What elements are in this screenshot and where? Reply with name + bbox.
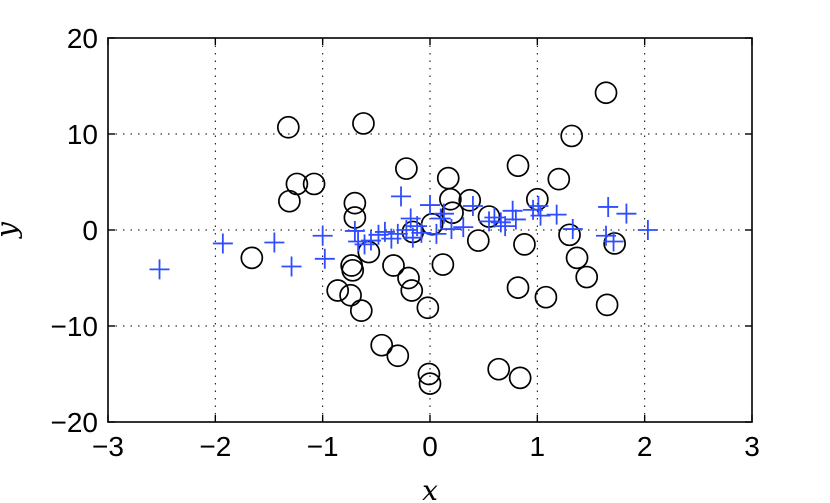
plus-marker [462,196,483,216]
plus-marker [212,233,233,254]
circle-marker [397,266,420,290]
circle-marker [341,258,365,282]
x-tick-label: −1 [307,431,339,462]
y-axis-label: y [0,221,23,240]
plus-marker [505,209,526,230]
circle-marker [594,81,618,105]
plus-marker [479,211,500,232]
x-axis-label: x [422,474,438,503]
circle-marker [487,357,511,381]
circle-marker [240,246,264,270]
circle-marker [418,372,442,395]
circle-marker [343,191,367,215]
x-tick-label: −3 [92,431,124,462]
plus-marker [402,227,423,248]
circle-marker [547,167,571,191]
data-markers [149,81,658,395]
x-tick-label: −2 [199,431,231,462]
circle-marker [439,187,462,211]
circle-marker [513,233,536,256]
circle-marker [575,265,599,289]
circle-marker [349,299,373,322]
plus-marker [453,217,474,238]
circle-marker [395,157,418,180]
circle-marker [441,201,464,225]
plus-marker [420,195,440,216]
y-tick-label: −20 [51,407,99,438]
circle-marker [302,172,326,196]
circle-marker [370,333,394,357]
circle-marker [400,279,424,302]
circle-marker [595,293,619,317]
plus-marker [441,219,462,240]
plus-marker [490,212,511,233]
y-tick-label: −10 [51,311,99,342]
circle-marker [352,112,375,135]
circle-marker [357,240,381,264]
circle-marker [436,166,460,190]
circle-marker [565,246,589,270]
x-tick-label: 0 [422,431,438,462]
plus-marker [546,204,567,225]
plus-marker [598,196,619,217]
circle-marker [506,276,530,299]
circle-marker [458,188,482,212]
plus-marker [502,200,523,221]
plus-marker [312,225,333,246]
plus-marker [528,196,549,216]
y-tick-label: 0 [82,215,98,246]
circle-marker [558,223,581,247]
x-tick-label: 1 [530,431,546,462]
circle-marker [326,279,350,302]
circle-marker [386,344,410,368]
x-tick-label: 3 [744,431,760,462]
plus-marker [281,256,302,277]
plus-marker [391,186,412,207]
plus-marker [637,220,658,240]
circle-marker [508,366,532,390]
plus-marker [387,223,408,244]
circle-marker [382,254,405,277]
plus-marker [314,248,335,269]
plus-marker [411,222,432,243]
circle-marker [416,296,440,320]
plus-marker [344,220,365,241]
plus-marker [495,216,516,237]
circle-marker [466,229,490,252]
plus-marker [562,219,583,240]
circle-marker [506,154,530,178]
circle-marker [417,362,441,386]
circle-marker [276,115,300,139]
y-tick-label: 10 [67,119,98,150]
plus-marker [430,208,451,229]
circle-marker [431,253,455,276]
circle-marker [534,285,558,309]
circle-marker [603,232,626,255]
plus-marker [616,203,637,224]
plus-marker [433,203,454,224]
circle-marker [420,212,444,236]
plus-marker [264,232,285,253]
circle-marker [339,283,362,307]
plus-marker [603,231,624,252]
x-tick-label: 2 [637,431,653,462]
plus-marker [149,259,170,280]
plus-marker [530,205,551,226]
circle-marker [560,124,584,148]
circle-marker [285,172,309,196]
y-tick-label: 20 [67,23,98,54]
plus-marker [426,223,447,244]
